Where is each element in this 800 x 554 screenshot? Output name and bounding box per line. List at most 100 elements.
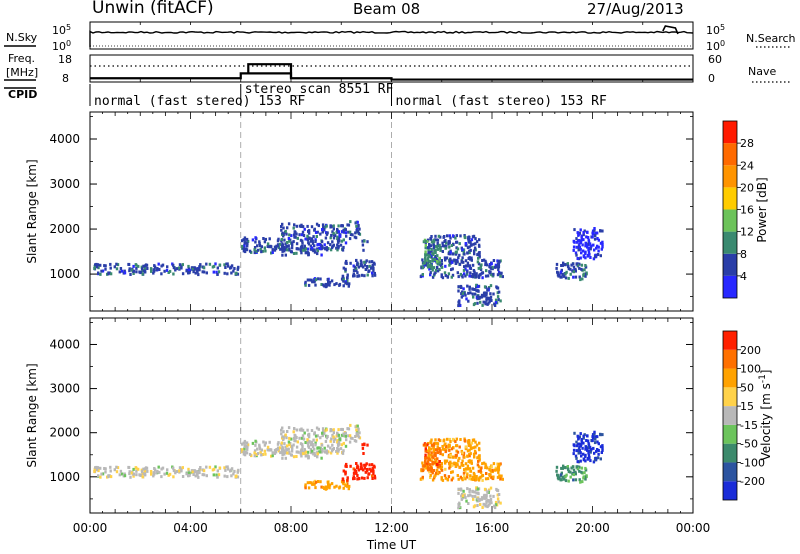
velocity-echo-cell xyxy=(429,476,432,479)
velocity-echo-cell xyxy=(479,503,482,506)
velocity-echo-cell xyxy=(226,475,229,479)
power-echo-cell xyxy=(436,242,439,245)
power-echo-cell xyxy=(464,267,467,271)
power-echo-cell xyxy=(455,234,458,238)
velocity-echo-cell xyxy=(337,440,341,444)
velocity-echo-cell xyxy=(285,436,288,440)
power-echo-cell xyxy=(306,238,309,242)
power-echo-cell xyxy=(497,290,501,294)
velocity-echo-cell xyxy=(468,477,471,481)
power-echo-cell xyxy=(339,243,343,247)
velocity-echo-cell xyxy=(352,475,355,479)
power-echo-cell xyxy=(592,232,595,236)
power-echo-cell xyxy=(435,238,439,242)
power-echo-cell xyxy=(575,240,579,244)
power-echo-cell xyxy=(363,263,366,267)
velocity-echo-cell xyxy=(468,443,472,447)
power-echo-cell xyxy=(437,234,441,238)
velocity-echo-cell xyxy=(464,496,467,499)
power-echo-cell xyxy=(309,244,313,248)
power-echo-cell xyxy=(153,265,157,269)
power-echo-cell xyxy=(555,262,559,266)
velocity-echo-cell xyxy=(489,469,492,473)
velocity-echo-cell xyxy=(591,433,595,437)
velocity-echo-cell xyxy=(464,462,468,466)
power-echo-cell xyxy=(319,232,322,236)
velocity-echo-cell xyxy=(325,428,328,432)
velocity-echo-cell xyxy=(471,466,475,470)
velocity-echo-cell xyxy=(292,455,296,459)
velocity-echo-cell xyxy=(371,477,374,480)
power-echo-cell xyxy=(572,275,575,279)
velocity-echo-cell xyxy=(348,484,351,488)
velocity-echo-cell xyxy=(223,474,226,478)
velocity-echo-cell xyxy=(458,456,461,460)
power-echo-region xyxy=(304,276,351,289)
velocity-echo-cell xyxy=(331,443,334,447)
velocity-echo-cell xyxy=(564,479,568,483)
power-echo-cell xyxy=(371,271,374,275)
nave-tick-top: 60 xyxy=(708,53,722,66)
power-echo-cell xyxy=(106,272,109,276)
power-echo-cell xyxy=(586,236,590,239)
nsky-trace xyxy=(89,30,694,47)
velocity-echo-cell xyxy=(430,453,433,457)
power-echo-cell xyxy=(584,264,587,267)
velocity-echo-cell xyxy=(253,454,256,458)
power-echo-cell xyxy=(462,268,466,272)
velocity-echo-cell xyxy=(601,444,604,448)
velocity-echo-cell xyxy=(436,451,439,455)
velocity-echo-cell xyxy=(273,452,277,455)
velocity-echo-cell xyxy=(493,468,497,472)
power-echo-cell xyxy=(456,271,459,275)
velocity-echo-cell xyxy=(556,476,560,480)
velocity-echo-cell xyxy=(349,423,352,427)
power-echo-cell xyxy=(467,237,471,241)
power-echo-cell xyxy=(461,248,464,252)
power-echo-cell xyxy=(427,248,430,252)
power-echo-cell xyxy=(444,246,447,250)
velocity-echo-cell xyxy=(281,426,284,430)
power-echo-cell xyxy=(329,243,332,247)
power-echo-cell xyxy=(559,275,562,279)
velocity-echo-cell xyxy=(477,447,481,451)
velocity-echo-cell xyxy=(355,428,358,432)
velocity-echo-cell xyxy=(348,440,352,444)
velocity-echo-cell xyxy=(341,451,345,455)
power-echo-cell xyxy=(202,266,206,270)
power-echo-cell xyxy=(478,251,481,254)
power-echo-cell xyxy=(307,253,310,257)
velocity-echo-cell xyxy=(438,447,441,451)
power-echo-region xyxy=(346,220,362,241)
velocity-echo-cell xyxy=(104,467,107,471)
power-echo-cell xyxy=(193,266,197,270)
velocity-echo-cell xyxy=(496,497,500,501)
nsky-tick-top: 105 xyxy=(52,23,71,38)
velocity-echo-cell xyxy=(306,441,309,445)
power-echo-cell xyxy=(130,268,134,272)
velocity-echo-cell xyxy=(338,485,342,489)
velocity-echo-cell xyxy=(432,469,436,472)
velocity-echo-cell xyxy=(181,466,184,470)
velocity-echo-cell xyxy=(293,439,296,443)
power-echo-cell xyxy=(472,303,476,307)
velocity-echo-cell xyxy=(205,465,208,469)
power-echo-cell xyxy=(494,301,498,304)
velocity-echo-cell xyxy=(295,436,298,439)
velocity-echo-cell xyxy=(127,465,130,469)
power-echo-cell xyxy=(467,257,470,260)
power-echo-cell xyxy=(495,285,498,289)
velocity-echo-cell xyxy=(355,432,358,436)
power-echo-cell xyxy=(314,240,317,243)
velocity-echo-cell xyxy=(582,441,585,445)
velocity-echo-cell xyxy=(586,434,589,438)
power-echo-cell xyxy=(373,273,377,277)
power-echo-cell xyxy=(337,246,340,250)
power-echo-cell xyxy=(293,223,296,227)
velocity-echo-cell xyxy=(582,436,585,440)
velocity-echo-cell xyxy=(429,466,432,470)
velocity-echo-cell xyxy=(321,434,324,438)
power-echo-cell xyxy=(167,271,170,274)
velocity-echo-cell xyxy=(599,445,603,449)
velocity-echo-cell xyxy=(324,429,327,433)
